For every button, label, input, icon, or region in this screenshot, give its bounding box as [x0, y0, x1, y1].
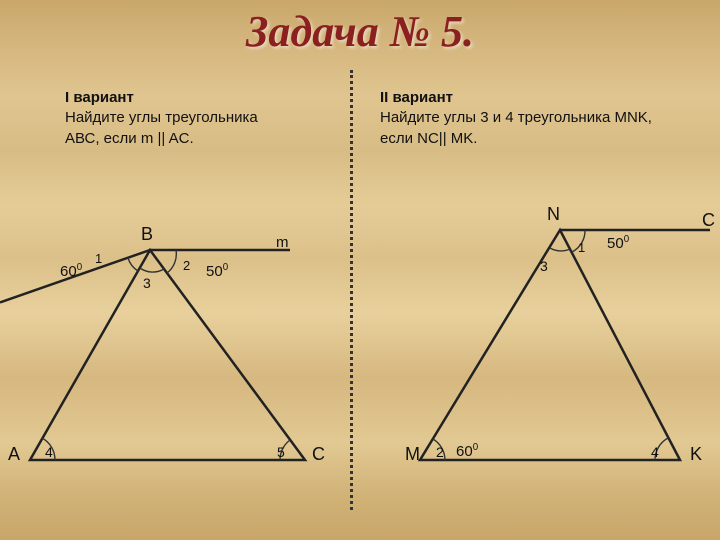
left-num-5: 5: [277, 444, 285, 460]
left-num-4: 4: [45, 444, 53, 460]
left-heading: I вариант: [65, 89, 134, 106]
right-prompt-2: если NC|| MK.: [380, 130, 477, 147]
right-vertex-c: C: [702, 210, 715, 231]
left-problem-text: I вариант Найдите углы треугольника АВС,…: [65, 88, 258, 149]
right-diagram: [380, 210, 720, 510]
right-problem-text: II вариант Найдите углы 3 и 4 треугольни…: [380, 88, 652, 149]
left-num-3: 3: [143, 275, 151, 291]
left-vertex-c: C: [312, 444, 325, 465]
left-num-1: 1: [95, 251, 102, 266]
left-vertex-b: B: [141, 224, 153, 245]
right-heading: II вариант: [380, 89, 453, 106]
left-num-2: 2: [183, 258, 190, 273]
right-vertex-k: K: [690, 444, 702, 465]
vertical-divider: [350, 70, 353, 510]
left-prompt-1: Найдите углы треугольника: [65, 109, 258, 126]
right-angle-50: 500: [607, 234, 629, 252]
left-vertex-a: A: [8, 444, 20, 465]
right-angle-60: 600: [456, 442, 478, 460]
right-prompt-1: Найдите углы 3 и 4 треугольника MNK,: [380, 109, 652, 126]
right-num-2: 2: [436, 444, 444, 460]
left-diagram: [0, 210, 340, 510]
left-prompt-2: АВС, если m || AC.: [65, 130, 194, 147]
right-vertex-n: N: [547, 204, 560, 225]
left-angle-50: 500: [206, 262, 228, 280]
right-num-1: 1: [578, 240, 585, 255]
left-angle-60: 600: [60, 262, 82, 280]
right-num-4: 4: [651, 444, 659, 460]
page-title: Задача № 5.: [246, 6, 474, 57]
right-vertex-m: M: [405, 444, 420, 465]
left-line-m: m: [276, 234, 289, 251]
right-num-3: 3: [540, 258, 548, 274]
